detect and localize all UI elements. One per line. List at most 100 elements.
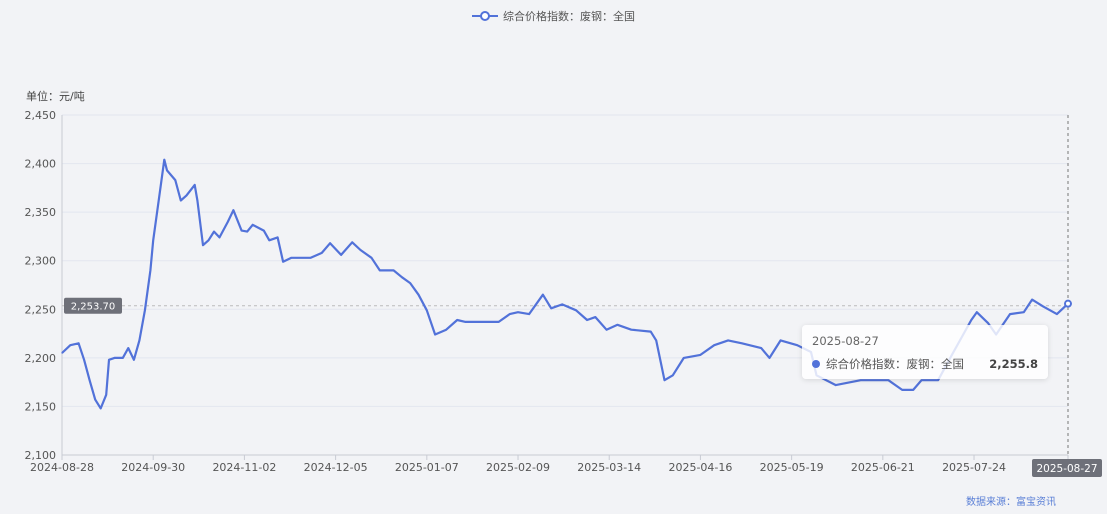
data-point [616, 324, 619, 326]
data-point [202, 244, 204, 246]
data-point [509, 313, 511, 315]
data-point [713, 344, 715, 346]
y-tick-label: 2,400 [25, 158, 57, 171]
data-point [1009, 313, 1011, 315]
hover-point [1064, 299, 1072, 308]
data-point [517, 311, 519, 313]
data-point [351, 241, 353, 243]
data-point [100, 407, 102, 409]
legend-item[interactable]: 综合价格指数：废钢：全国 [472, 8, 635, 24]
data-point [138, 339, 140, 341]
data-point [218, 236, 221, 238]
data-point [196, 199, 199, 202]
data-point [409, 282, 411, 284]
data-point [329, 242, 331, 244]
data-point [901, 389, 903, 391]
data-point [860, 379, 862, 381]
data-point [699, 354, 702, 356]
data-point [263, 230, 265, 232]
tooltip-value: 2,255.8 [989, 357, 1038, 371]
x-tick-label: 2024-08-28 [30, 461, 94, 474]
x-tick-label: 2024-11-02 [212, 461, 276, 474]
x-tick-label: 2025-06-21 [851, 461, 915, 474]
data-point [89, 379, 91, 381]
legend[interactable]: 综合价格指数：废钢：全国 [0, 8, 1107, 25]
data-point [498, 321, 500, 323]
data-point [655, 339, 657, 341]
data-point [464, 321, 467, 323]
data-point [122, 357, 124, 359]
data-point [227, 221, 229, 223]
data-point [456, 319, 458, 321]
data-point [672, 374, 674, 376]
data-point [105, 394, 107, 396]
data-point [605, 329, 608, 331]
y-tick-label: 2,450 [25, 109, 57, 122]
data-point [594, 316, 597, 318]
y-tick-label: 2,200 [25, 352, 57, 365]
data-point [340, 254, 342, 256]
data-point [144, 309, 146, 311]
data-point [1042, 305, 1044, 307]
tooltip: 2025-08-27 综合价格指数：废钢：全国 2,255.8 [802, 325, 1048, 379]
data-point [575, 309, 577, 311]
data-point [760, 347, 762, 349]
data-point [180, 199, 182, 202]
data-point [434, 333, 436, 336]
data-point [174, 179, 176, 181]
data-point [393, 269, 395, 272]
data-point [401, 276, 403, 278]
data-point [61, 352, 63, 354]
data-point [937, 379, 939, 381]
data-point [282, 261, 284, 263]
data-point [276, 236, 279, 238]
data-point [445, 329, 447, 331]
data-point [650, 331, 652, 333]
data-point [133, 359, 135, 361]
tooltip-series: 综合价格指数：废钢：全国 [826, 357, 964, 371]
data-point [976, 311, 978, 313]
data-point [779, 339, 782, 341]
data-point [741, 342, 743, 344]
data-point [586, 319, 588, 321]
data-point [987, 322, 989, 324]
data-point [887, 379, 889, 381]
data-point [152, 239, 154, 241]
data-point [252, 224, 254, 226]
legend-line-circle-icon [472, 11, 498, 21]
data-point [321, 252, 323, 254]
data-source[interactable]: 数据来源：富宝资讯 [966, 497, 1056, 508]
data-point [108, 359, 110, 361]
data-point [630, 329, 632, 331]
data-point [69, 344, 71, 346]
data-point [296, 257, 298, 259]
data-point [268, 239, 270, 241]
data-point [426, 309, 428, 311]
data-point [835, 384, 837, 386]
data-point [246, 230, 248, 233]
x-tick-label: 2025-07-24 [942, 461, 1006, 474]
x-tick-label: 2025-03-14 [577, 461, 641, 474]
data-point [528, 313, 530, 315]
x-tick-label: 2025-01-07 [395, 461, 459, 474]
data-point [663, 379, 666, 381]
data-point [417, 294, 420, 296]
data-point [127, 347, 129, 349]
data-point [683, 357, 685, 359]
data-point [163, 159, 165, 161]
data-point [920, 379, 923, 381]
data-point [796, 344, 798, 346]
data-point [77, 342, 80, 344]
x-tick-label: 2024-12-05 [304, 461, 368, 474]
data-point [359, 249, 362, 251]
data-point [213, 230, 215, 233]
y-tick-label: 2,150 [25, 400, 57, 413]
data-point [1023, 311, 1025, 313]
x-pointer-label: 2025-08-27 [1036, 463, 1097, 475]
x-tick-label: 2025-05-19 [760, 461, 824, 474]
data-point [970, 319, 972, 321]
data-point [550, 307, 552, 309]
data-point [1031, 298, 1033, 301]
data-point [185, 195, 187, 197]
